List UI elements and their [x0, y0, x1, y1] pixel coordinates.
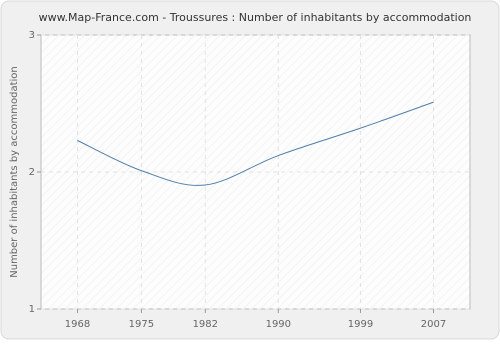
- plot-area: [40, 34, 471, 310]
- y-tick-label: 3: [29, 30, 35, 41]
- x-tick-label: 1968: [65, 319, 90, 330]
- x-tick-label: 2007: [421, 319, 446, 330]
- y-tick-label: 1: [29, 304, 35, 315]
- x-tick-label: 1975: [129, 319, 154, 330]
- line-series: [77, 101, 434, 186]
- x-tick-label: 1990: [266, 319, 291, 330]
- y-tick-label: 2: [29, 167, 35, 178]
- y-axis-label: Number of inhabitants by accommodation: [9, 66, 20, 278]
- x-tick-label: 1982: [193, 319, 218, 330]
- x-tick-label: 1999: [348, 319, 373, 330]
- chart-title: www.Map-France.com - Troussures : Number…: [39, 11, 472, 24]
